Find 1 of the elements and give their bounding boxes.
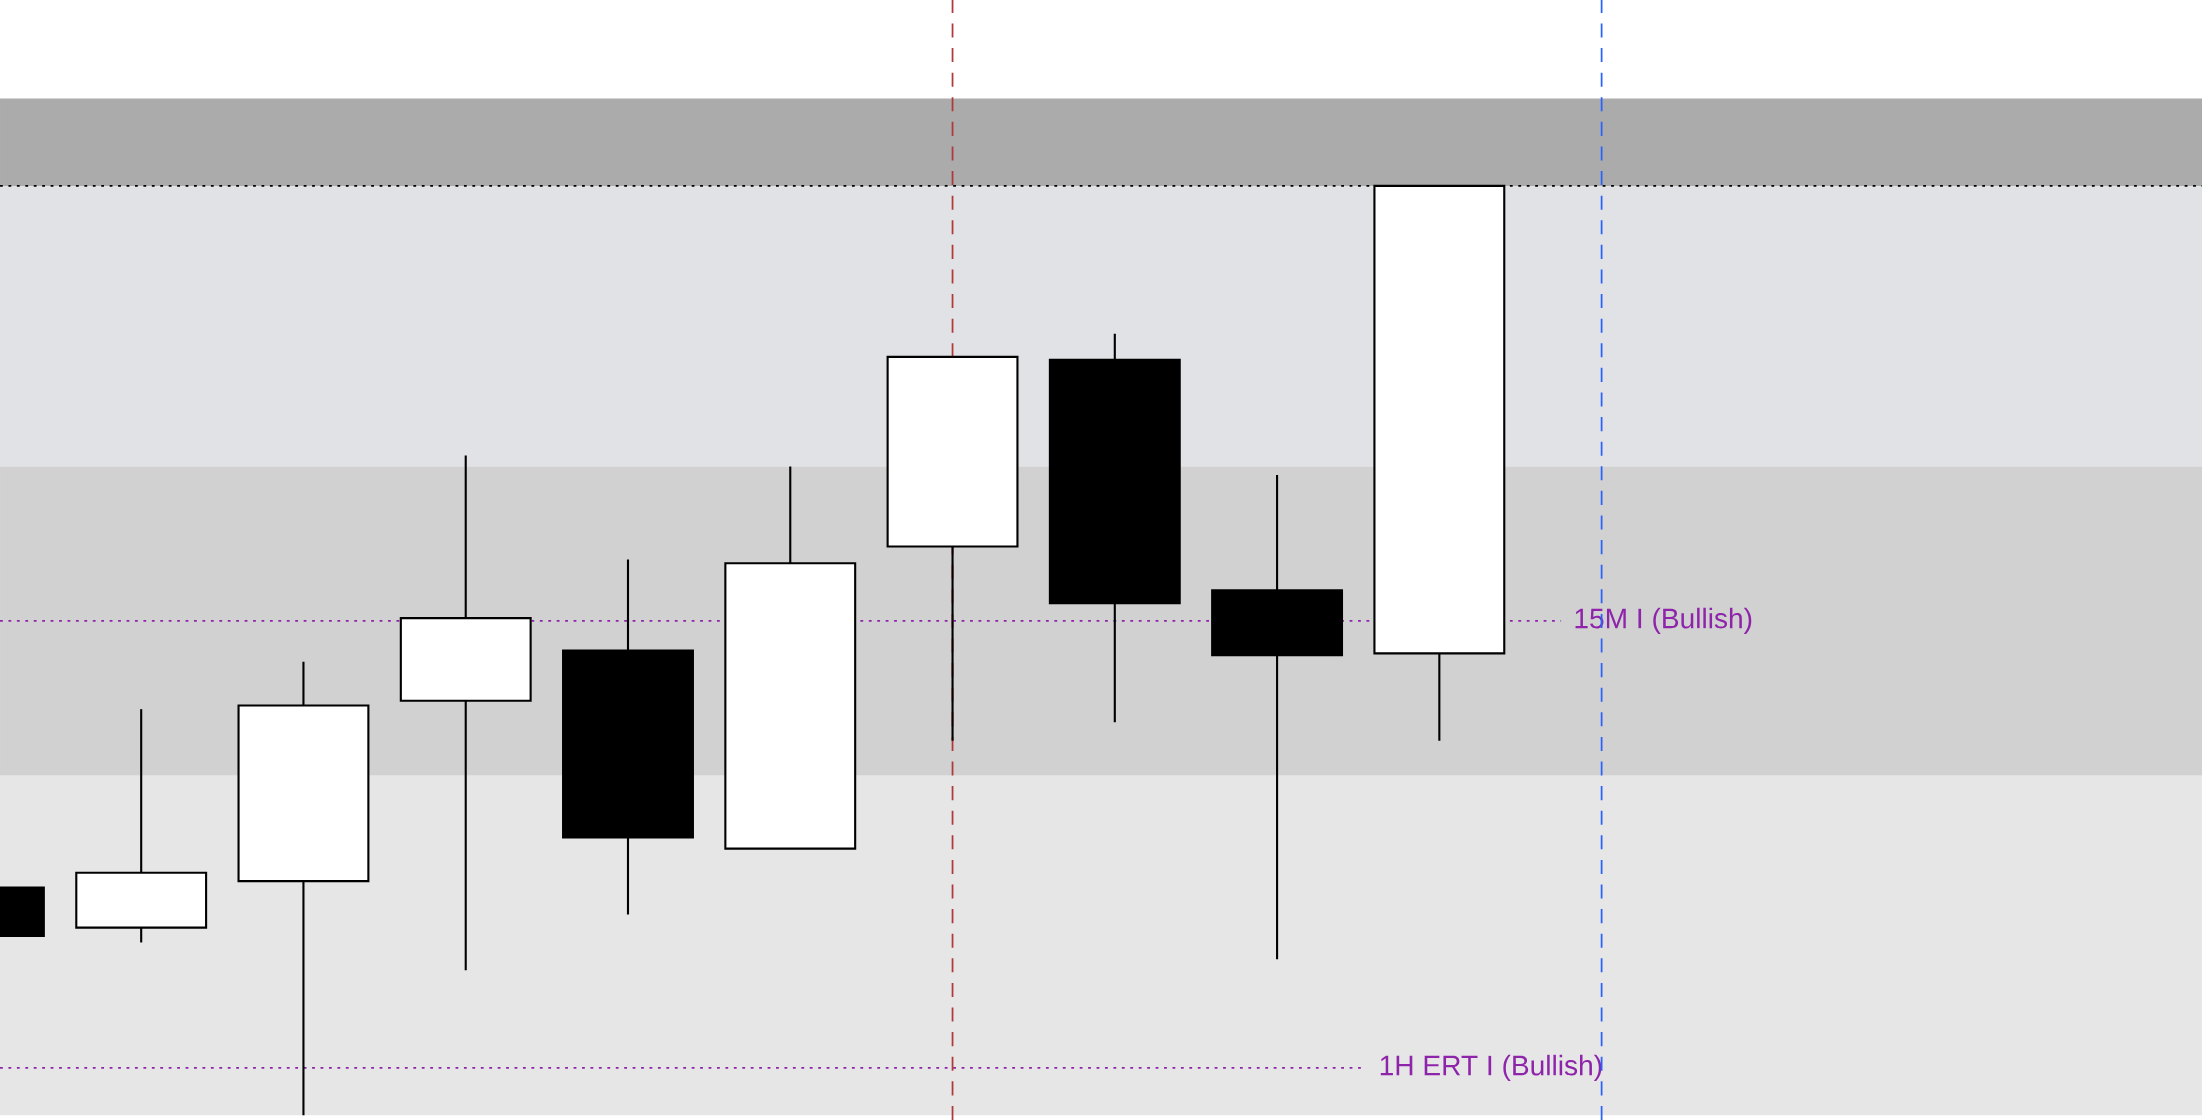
ref-line-label: 1H ERT I (Bullish)	[1380, 1054, 1602, 1082]
